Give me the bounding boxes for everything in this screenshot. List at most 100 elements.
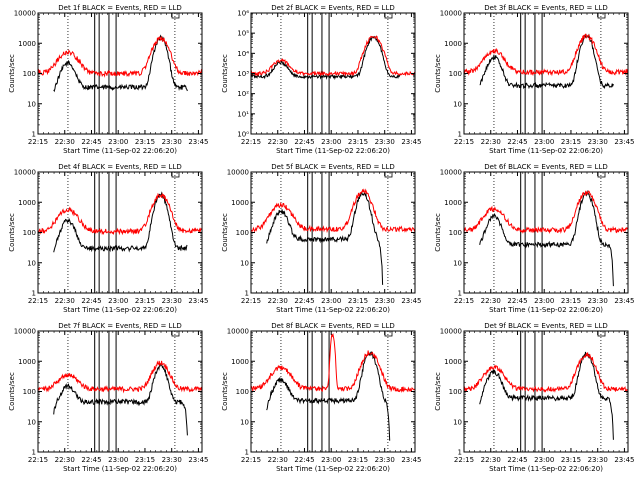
interval-box	[307, 330, 313, 453]
events-series-line	[53, 363, 188, 436]
lld-series-line	[38, 35, 202, 78]
x-tick-label: 22:15	[454, 297, 474, 305]
y-tick-label: 1	[32, 290, 36, 298]
x-tick-label: 23:45	[401, 138, 421, 146]
x-tick-label: 23:30	[375, 456, 395, 464]
x-tick-label: 23:30	[162, 297, 182, 305]
x-tick-label: 22:15	[241, 138, 261, 146]
x-tick-label: 22:30	[268, 138, 288, 146]
x-tick-label: 22:45	[294, 456, 314, 464]
y-tick-label: 1	[458, 449, 462, 457]
chart-title: Det 1f BLACK = Events, RED = LLD	[58, 4, 181, 12]
y-tick-label: 100	[23, 229, 36, 237]
x-tick-label: 23:00	[108, 297, 128, 305]
y-tick-label: 10⁶	[237, 10, 249, 18]
x-tick-label: 23:00	[321, 456, 341, 464]
y-tick-label: 1000	[231, 199, 249, 207]
x-axis-label: Start Time (11-Sep-02 22:06:20)	[276, 147, 390, 155]
y-tick-label: 1	[458, 131, 462, 139]
legend-box	[597, 12, 606, 19]
legend-box	[597, 330, 606, 337]
legend-box	[384, 12, 393, 19]
x-tick-label: 23:45	[614, 456, 634, 464]
x-tick-label: 23:00	[534, 138, 554, 146]
legend-box	[384, 171, 393, 178]
x-tick-label: 23:00	[108, 138, 128, 146]
x-tick-label: 22:15	[454, 138, 474, 146]
chart-panel: 1 10 100 1000 10000 22:15 22:30 22:45 23:00 23:15…	[221, 322, 422, 473]
lld-series-line	[464, 190, 628, 235]
y-tick-label: 10⁰	[237, 131, 249, 139]
x-tick-label: 23:15	[135, 138, 155, 146]
x-tick-label: 22:15	[28, 297, 48, 305]
y-tick-label: 1000	[18, 40, 36, 48]
x-tick-label: 23:15	[561, 138, 581, 146]
x-tick-label: 23:15	[348, 456, 368, 464]
y-axis-label: Counts/sec	[8, 213, 16, 252]
x-tick-label: 23:45	[188, 297, 208, 305]
x-tick-label: 22:45	[81, 297, 101, 305]
lld-series-line	[464, 352, 628, 393]
x-tick-label: 23:45	[188, 138, 208, 146]
x-axis-label: Start Time (11-Sep-02 22:06:20)	[489, 306, 603, 314]
x-tick-label: 22:15	[28, 456, 48, 464]
x-tick-label: 23:15	[561, 456, 581, 464]
x-axis-label: Start Time (11-Sep-02 22:06:20)	[276, 306, 390, 314]
x-tick-label: 23:45	[401, 456, 421, 464]
interval-box	[321, 330, 330, 453]
x-tick-label: 22:15	[241, 297, 261, 305]
chart-panel: 1 10 100 1000 10000 22:15 22:30 22:45 23:00 23:15…	[434, 322, 635, 473]
lld-series-line	[251, 188, 415, 234]
chart-title: Det 9f BLACK = Events, RED = LLD	[484, 322, 607, 330]
x-tick-label: 22:15	[454, 456, 474, 464]
plot-frame	[250, 330, 416, 453]
chart-title: Det 3f BLACK = Events, RED = LLD	[484, 4, 607, 12]
x-axis-label: Start Time (11-Sep-02 22:06:20)	[489, 147, 603, 155]
interval-box	[520, 330, 526, 453]
x-tick-label: 22:30	[481, 138, 501, 146]
x-tick-label: 22:30	[481, 456, 501, 464]
y-tick-label: 100	[23, 388, 36, 396]
x-tick-label: 23:15	[135, 297, 155, 305]
x-tick-label: 23:15	[135, 456, 155, 464]
y-axis-label: Counts/sec	[434, 372, 442, 411]
y-tick-label: 10000	[227, 169, 249, 177]
y-tick-label: 100	[236, 388, 249, 396]
legend-box	[384, 330, 393, 337]
y-tick-label: 1	[245, 449, 249, 457]
x-tick-label: 23:30	[375, 138, 395, 146]
y-tick-label: 1000	[18, 358, 36, 366]
chart-title: Det 7f BLACK = Events, RED = LLD	[58, 322, 181, 330]
y-tick-label: 100	[449, 229, 462, 237]
x-tick-label: 22:45	[507, 138, 527, 146]
lld-series-line	[38, 192, 202, 236]
legend-box	[171, 12, 180, 19]
x-tick-label: 23:30	[588, 456, 608, 464]
interval-box	[307, 171, 313, 294]
lld-series-line	[464, 33, 628, 77]
y-tick-label: 10¹	[237, 110, 249, 118]
x-axis-label: Start Time (11-Sep-02 22:06:20)	[63, 465, 177, 473]
x-tick-label: 22:15	[28, 138, 48, 146]
y-tick-label: 100	[23, 70, 36, 78]
lld-series-line	[251, 332, 415, 393]
chart-panel: 1 10 100 1000 10000 22:15 22:30 22:45 23:00 23:15…	[8, 322, 209, 473]
lld-series-line	[251, 35, 415, 77]
y-tick-label: 10000	[440, 328, 462, 336]
legend-box	[171, 330, 180, 337]
x-tick-label: 23:30	[162, 456, 182, 464]
x-tick-label: 23:30	[588, 138, 608, 146]
x-tick-label: 22:45	[81, 456, 101, 464]
events-series-line	[266, 351, 391, 441]
chart-title: Det 8f BLACK = Events, RED = LLD	[271, 322, 394, 330]
x-tick-label: 22:45	[294, 297, 314, 305]
y-tick-label: 10000	[14, 328, 36, 336]
events-series-line	[479, 351, 614, 440]
y-tick-label: 10	[27, 259, 36, 267]
y-tick-label: 10	[240, 418, 249, 426]
x-tick-label: 23:00	[534, 456, 554, 464]
x-tick-label: 23:15	[348, 138, 368, 146]
x-tick-label: 23:45	[188, 456, 208, 464]
y-axis-label: Counts/sec	[434, 213, 442, 252]
